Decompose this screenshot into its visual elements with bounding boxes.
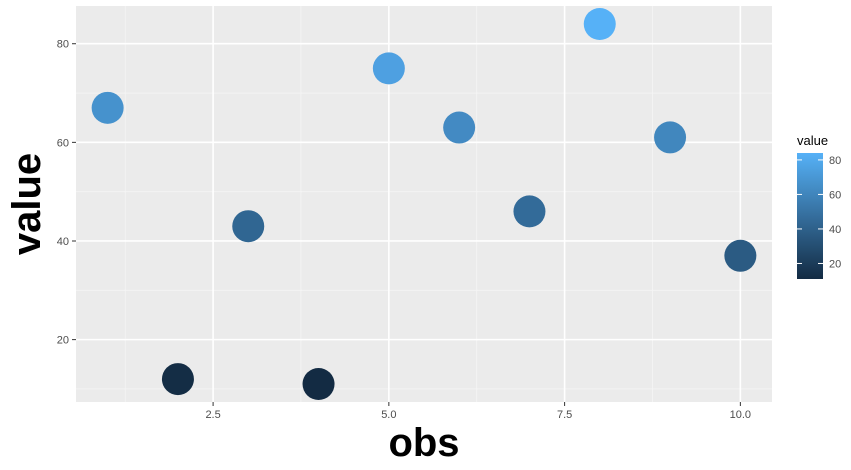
y-tick-label: 60	[57, 137, 69, 149]
data-point	[302, 368, 335, 400]
data-point	[91, 91, 124, 124]
data-point	[583, 8, 616, 40]
x-axis-title: obs	[388, 421, 459, 465]
data-points	[91, 8, 757, 400]
data-point	[161, 363, 194, 396]
legend-tick-label: 20	[829, 258, 841, 270]
color-legend: value 20 40 60 80	[797, 133, 841, 279]
data-point	[724, 239, 757, 272]
data-point	[372, 52, 405, 85]
legend-ticks: 20 40 60 80	[797, 155, 841, 270]
y-tick-label: 20	[57, 335, 69, 347]
data-point	[232, 210, 265, 243]
legend-colorbar	[797, 153, 823, 279]
x-tick-label: 2.5	[205, 409, 220, 421]
y-tick-label: 40	[57, 236, 69, 248]
x-tick-label: 10.0	[730, 409, 751, 421]
legend-tick-label: 40	[829, 224, 841, 236]
plot-panel	[76, 6, 772, 402]
data-point	[654, 121, 687, 154]
y-axis-title: value	[5, 153, 49, 255]
x-tick-label: 7.5	[557, 409, 572, 421]
data-point	[443, 111, 476, 144]
y-axis: 20 40 60 80	[57, 39, 76, 347]
data-point	[513, 195, 546, 228]
legend-title: value	[797, 133, 828, 148]
x-tick-label: 5.0	[381, 409, 396, 421]
y-tick-label: 80	[57, 39, 69, 51]
x-axis: 2.5 5.0 7.5 10.0	[205, 402, 751, 421]
legend-tick-label: 80	[829, 155, 841, 167]
legend-tick-label: 60	[829, 189, 841, 201]
minor-gridlines	[76, 6, 772, 402]
